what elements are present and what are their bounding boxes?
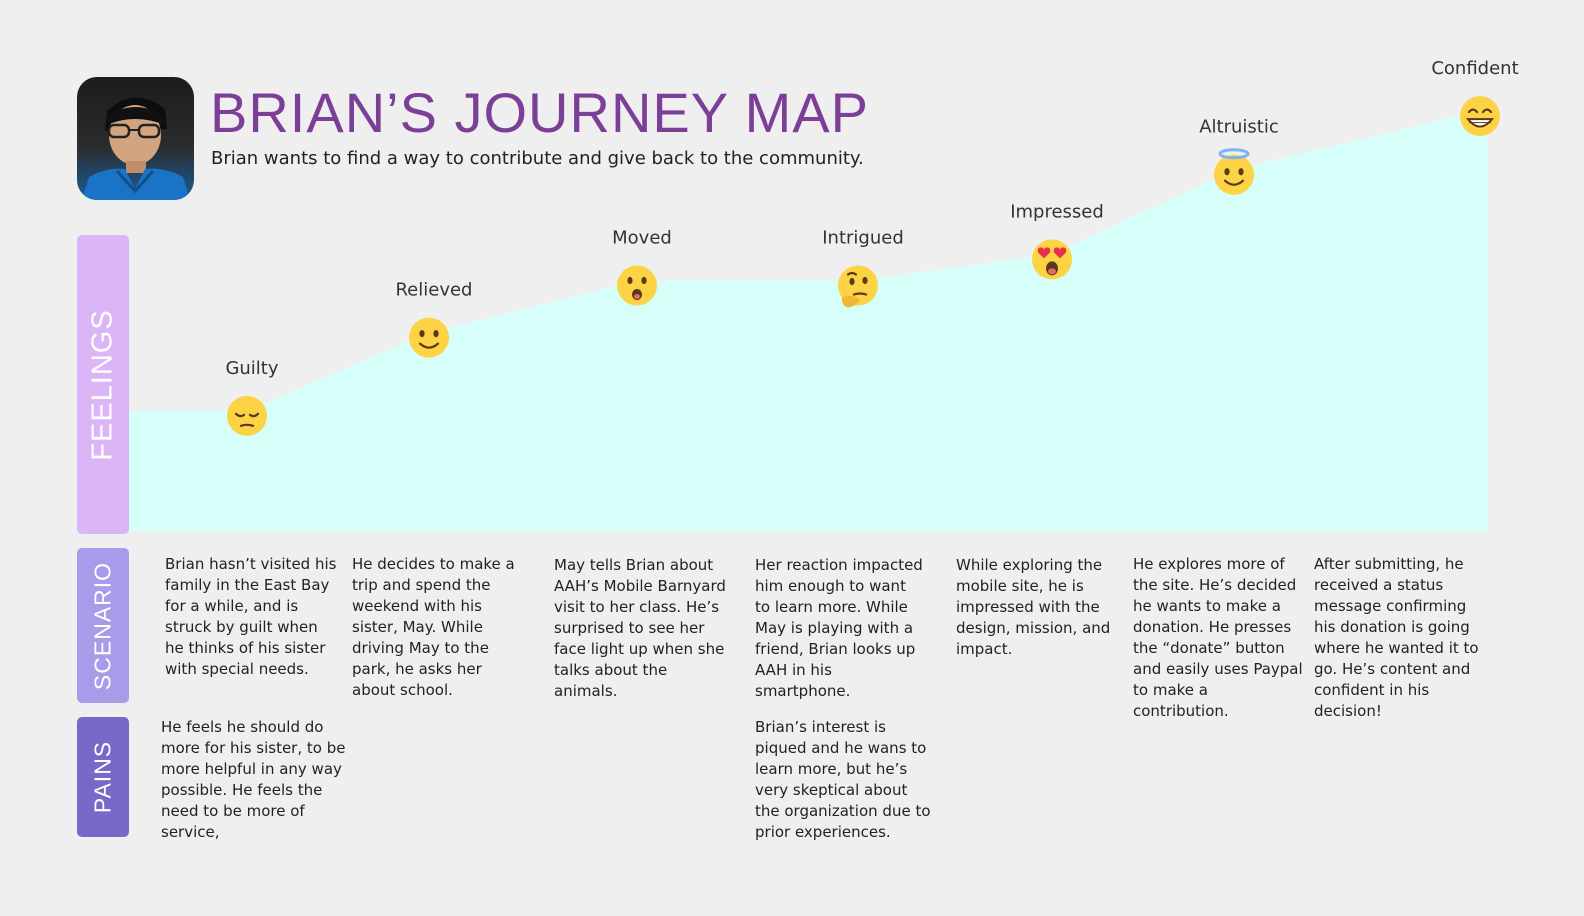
page-subtitle: Brian wants to find a way to contribute … (211, 148, 864, 169)
page-title: BRIAN’S JOURNEY MAP (210, 81, 869, 144)
scenario-cell-1: Brian hasn’t visited his family in the E… (165, 555, 337, 678)
feeling-point-relieved (409, 317, 449, 358)
pains-row-header: PAINS (77, 717, 129, 837)
scenario-row-label: SCENARIO (89, 561, 116, 690)
feeling-point-moved (617, 265, 657, 306)
smiling-face-icon (409, 317, 449, 358)
feeling-point-impressed (1032, 239, 1072, 280)
grinning-face-icon (1460, 96, 1500, 137)
feeling-point-altruistic (1214, 148, 1254, 195)
pains-row-label: PAINS (89, 740, 116, 814)
person-portrait-icon (82, 97, 190, 200)
pensive-face-icon (227, 395, 267, 436)
heart-eyes-face-icon (1032, 239, 1072, 280)
feeling-point-guilty (227, 395, 267, 436)
halo-face-icon (1214, 148, 1254, 195)
avatar (77, 77, 194, 200)
feelings-row-header: FEELINGS (77, 235, 129, 534)
scenario-cell-3: May tells Brian about AAH’s Mobile Barny… (554, 556, 726, 700)
feeling-label-confident: Confident (1431, 58, 1518, 79)
feeling-point-intrigued (838, 265, 878, 308)
feeling-point-confident (1460, 96, 1500, 137)
feeling-label-intrigued: Intrigued (822, 228, 904, 249)
feeling-label-altruistic: Altruistic (1199, 117, 1279, 138)
feelings-area (129, 111, 1488, 532)
feeling-label-impressed: Impressed (1010, 201, 1104, 222)
surprised-face-icon (617, 265, 657, 306)
feeling-label-guilty: Guilty (225, 358, 278, 379)
scenario-cell-4: Her reaction impacted him enough to want… (755, 556, 923, 700)
scenario-cell-2: He decides to make a trip and spend the … (352, 555, 515, 699)
pains-cell-4: Brian’s interest is piqued and he wans t… (755, 718, 931, 841)
feeling-label-moved: Moved (612, 228, 672, 249)
feelings-row-label: FEELINGS (86, 308, 119, 461)
scenario-row-header: SCENARIO (77, 548, 129, 703)
scenario-cell-7: After submitting, he received a status m… (1314, 555, 1479, 720)
feeling-label-relieved: Relieved (395, 280, 472, 301)
scenario-cell-5: While exploring the mobile site, he is i… (956, 556, 1111, 658)
scenario-cell-6: He explores more of the site. He’s decid… (1133, 555, 1303, 720)
thinking-face-icon (838, 265, 878, 308)
pains-cell-1: He feels he should do more for his siste… (161, 718, 346, 841)
